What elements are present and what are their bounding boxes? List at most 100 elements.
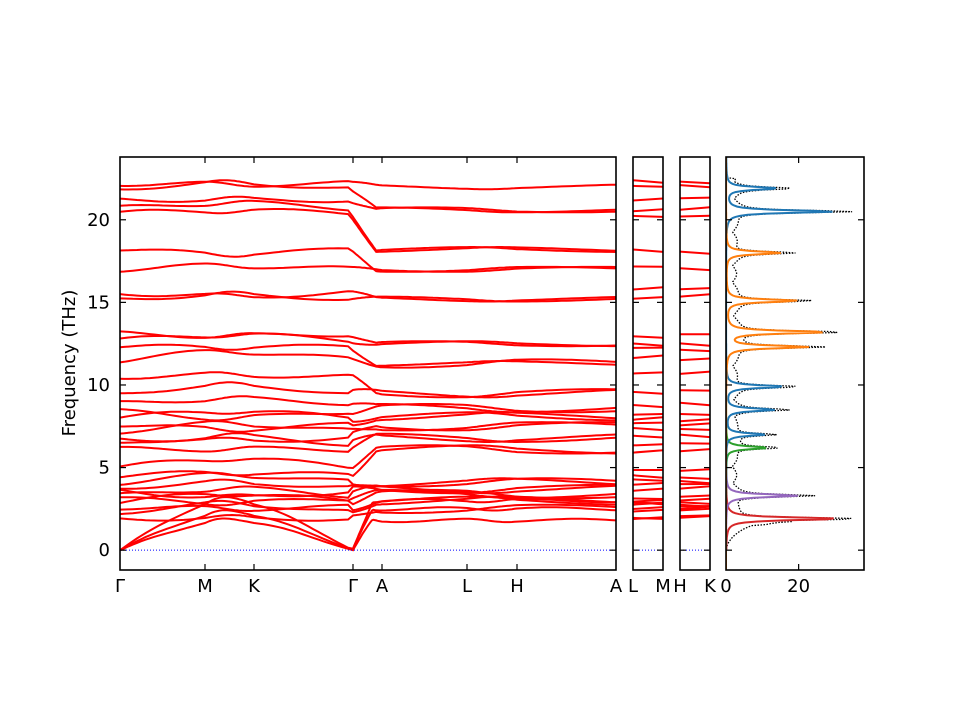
band-line — [680, 370, 710, 375]
band-line — [680, 480, 710, 485]
band-line — [680, 507, 710, 512]
x-tick-label: M — [655, 576, 671, 597]
band-line — [633, 478, 663, 482]
x-tick-label: L — [462, 576, 472, 597]
band-line — [633, 342, 663, 347]
x-tick-label: K — [704, 576, 717, 597]
band-line — [120, 403, 616, 422]
band-line — [680, 196, 710, 200]
dos-partial-line — [726, 157, 834, 570]
band-line — [633, 508, 663, 513]
band-line — [680, 214, 710, 218]
band-line — [120, 410, 616, 423]
band-line — [120, 180, 616, 191]
band-line — [680, 503, 710, 508]
y-tick-label: 5 — [99, 458, 110, 479]
band-line — [680, 448, 710, 453]
band-line — [633, 497, 663, 500]
dos-panel — [726, 157, 853, 570]
x-tick-label: Γ — [115, 576, 125, 597]
band-line — [633, 296, 663, 300]
band-line — [680, 357, 710, 362]
band-line — [633, 371, 663, 375]
x-tick-label: H — [510, 576, 524, 597]
x-tick-label: L — [628, 576, 638, 597]
band-line — [680, 267, 710, 272]
band-line — [680, 468, 710, 472]
band-line — [680, 293, 710, 298]
band-panel-main — [120, 179, 616, 552]
x-tick-label: A — [610, 576, 623, 597]
band-line — [633, 354, 663, 359]
band-line — [680, 413, 710, 416]
band-line — [633, 499, 663, 503]
band-line — [680, 250, 710, 255]
x-tick-label: 20 — [787, 576, 810, 597]
band-line — [680, 476, 710, 480]
band-line — [120, 483, 616, 499]
band-line — [680, 433, 710, 439]
band-line — [633, 184, 663, 188]
band-line — [680, 428, 710, 431]
band-line — [120, 517, 616, 552]
band-line — [633, 208, 663, 213]
band-line — [120, 195, 616, 214]
band-line — [633, 434, 663, 439]
axes-frame — [119, 156, 617, 571]
x-tick-label: M — [197, 576, 213, 597]
band-line — [120, 421, 616, 443]
band-line — [633, 214, 663, 218]
band-line — [633, 487, 663, 492]
band-line — [120, 381, 616, 399]
band-line — [633, 286, 663, 291]
band-line — [680, 501, 710, 505]
y-tick-label: 20 — [87, 210, 110, 231]
band-line — [633, 421, 663, 425]
dos-partial-line — [726, 157, 798, 570]
band-line — [633, 516, 663, 520]
band-line — [680, 418, 710, 423]
band-line — [120, 371, 616, 399]
band-line — [680, 184, 710, 189]
band-line — [120, 262, 616, 273]
band-line — [680, 422, 710, 427]
x-tick-label: H — [673, 576, 687, 597]
band-panel-l-m — [633, 179, 663, 551]
band-line — [633, 416, 663, 421]
axes-frame — [632, 156, 664, 571]
band-line — [680, 206, 710, 211]
y-tick-label: 15 — [87, 292, 110, 313]
band-line — [120, 179, 616, 214]
band-line — [633, 335, 663, 339]
x-tick-label: A — [376, 576, 389, 597]
band-line — [680, 494, 710, 498]
band-line — [680, 348, 710, 353]
band-line — [120, 395, 616, 414]
band-line — [120, 247, 616, 273]
band-panel-h-k — [680, 180, 710, 551]
y-tick-label: 0 — [99, 540, 110, 561]
band-line — [120, 506, 616, 552]
band-line — [120, 488, 616, 507]
band-line — [633, 506, 663, 510]
band-line — [120, 330, 616, 348]
band-line — [680, 401, 710, 407]
band-line — [633, 413, 663, 416]
axes-frames — [119, 156, 865, 571]
band-line — [120, 199, 616, 253]
band-line — [680, 180, 710, 185]
y-axis-label: Frequency (THz) — [59, 290, 80, 437]
band-line — [633, 474, 663, 479]
x-tick-label: 0 — [720, 576, 731, 597]
band-line — [680, 342, 710, 347]
axes-frame — [725, 156, 865, 571]
band-line — [633, 390, 663, 395]
band-line — [120, 432, 616, 447]
band-line — [680, 485, 710, 490]
band-line — [633, 179, 663, 184]
band-line — [633, 404, 663, 409]
band-line — [120, 290, 616, 303]
band-line — [633, 427, 663, 432]
